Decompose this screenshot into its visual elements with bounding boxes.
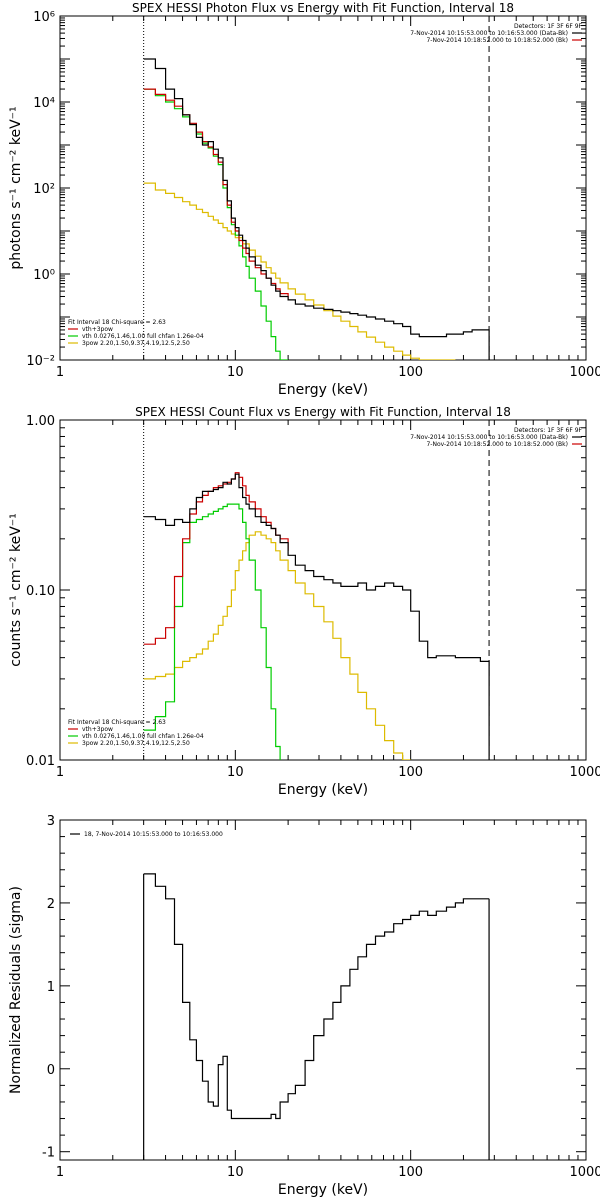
legend-top-left: 18, 7-Nov-2014 10:15:53.000 to 10:16:53.… bbox=[70, 831, 223, 838]
legend-top-right: Detectors: 1F 3F 6F 9F7-Nov-2014 10:15:5… bbox=[410, 23, 582, 44]
legend-entry: 7-Nov-2014 10:18:52.000 to 10:18:52.000 … bbox=[426, 37, 568, 44]
y-axis-label: photons s⁻¹ cm⁻² keV⁻¹ bbox=[8, 106, 24, 269]
x-tick-label: 1 bbox=[56, 365, 64, 380]
y-tick-label: 10⁶ bbox=[33, 10, 55, 25]
chart-title: SPEX HESSI Count Flux vs Energy with Fit… bbox=[135, 405, 511, 419]
legend-entry: vth+3pow bbox=[82, 726, 113, 733]
y-tick-label: 10⁴ bbox=[33, 96, 55, 111]
x-tick-label: 1 bbox=[56, 1165, 64, 1180]
legend-entry: 3pow 2.20,1.50,9.37,4.19,12.5,2.50 bbox=[82, 740, 190, 747]
legend-entry: 3pow 2.20,1.50,9.37,4.19,12.5,2.50 bbox=[82, 340, 190, 347]
legend-entry: 7-Nov-2014 10:18:52.000 to 10:18:52.000 … bbox=[426, 441, 568, 448]
series-3pow bbox=[143, 182, 456, 360]
x-tick-label: 1 bbox=[56, 765, 64, 780]
series-group bbox=[143, 873, 490, 1160]
legend-bottom-left: Fit Interval 18 Chi-square = 2.63vth+3po… bbox=[68, 719, 204, 747]
plot-frame bbox=[59, 819, 587, 1161]
y-tick-label: -1 bbox=[42, 1146, 55, 1161]
x-tick-label: 100 bbox=[398, 765, 423, 780]
series-group bbox=[143, 58, 490, 360]
panel-2: SPEX HESSI Count Flux vs Energy with Fit… bbox=[8, 405, 600, 798]
series-group bbox=[143, 472, 490, 760]
y-axis-label: Normalized Residuals (sigma) bbox=[8, 886, 24, 1094]
y-tick-label: 0 bbox=[47, 1063, 55, 1078]
y-tick-label: 0.10 bbox=[26, 584, 55, 599]
series-vth bbox=[143, 88, 289, 360]
series-vth-3pow bbox=[143, 472, 289, 645]
legend-entry: 7-Nov-2014 10:15:53.000 to 10:16:53.000 … bbox=[410, 434, 568, 441]
plot-frame bbox=[59, 419, 587, 761]
y-tick-label: 10² bbox=[33, 182, 55, 197]
y-axis-label: counts s⁻¹ cm⁻² keV⁻¹ bbox=[8, 513, 24, 667]
y-tick-label: 1.00 bbox=[26, 414, 55, 429]
x-axis-label: Energy (keV) bbox=[278, 382, 368, 398]
y-tick-label: 10⁰ bbox=[33, 268, 55, 283]
series-3pow bbox=[143, 531, 411, 760]
y-tick-label: 2 bbox=[47, 897, 55, 912]
x-tick-label: 10 bbox=[227, 765, 244, 780]
y-tick-label: 1 bbox=[47, 980, 55, 995]
legend-header: Detectors: 1F 3F 6F 9F bbox=[514, 23, 583, 30]
y-tick-label: 10⁻² bbox=[26, 354, 55, 369]
series-data-bk bbox=[143, 58, 490, 360]
x-tick-label: 100 bbox=[398, 1165, 423, 1180]
x-tick-label: 100 bbox=[398, 365, 423, 380]
legend-bottom-left: Fit Interval 18 Chi-square = 2.63vth+3po… bbox=[68, 319, 204, 347]
legend-top-right: Detectors: 1F 3F 6F 9F7-Nov-2014 10:15:5… bbox=[410, 427, 582, 448]
x-tick-label: 1000 bbox=[569, 765, 600, 780]
x-tick-label: 10 bbox=[227, 1165, 244, 1180]
legend-header: Detectors: 1F 3F 6F 9F bbox=[514, 427, 583, 434]
series-data-bk bbox=[143, 473, 490, 760]
chart-title: SPEX HESSI Photon Flux vs Energy with Fi… bbox=[132, 1, 514, 15]
legend-entry: 7-Nov-2014 10:15:53.000 to 10:16:53.000 … bbox=[410, 30, 568, 37]
legend-entry: vth 0.0276,1.46,1.00 full chfan 1.26e-04 bbox=[82, 733, 204, 740]
x-tick-label: 10 bbox=[227, 365, 244, 380]
series-18-7-nov-2014-10-15-53-000-to-10-16-53-000 bbox=[143, 873, 490, 1120]
legend-entry: vth+3pow bbox=[82, 326, 113, 333]
x-axis-label: Energy (keV) bbox=[278, 1182, 368, 1198]
x-tick-label: 1000 bbox=[569, 1165, 600, 1180]
panel-3: 1 10 100 1000 -1 0 1 2 3 Energy (keV) Normalized R… bbox=[8, 814, 600, 1198]
legend-entry: vth 0.0276,1.46,1.00 full chfan 1.26e-04 bbox=[82, 333, 204, 340]
y-tick-label: 0.01 bbox=[26, 754, 55, 769]
panel-1: SPEX HESSI Photon Flux vs Energy with Fi… bbox=[8, 1, 600, 398]
x-axis-label: Energy (keV) bbox=[278, 782, 368, 798]
legend-entry: 18, 7-Nov-2014 10:15:53.000 to 10:16:53.… bbox=[84, 831, 223, 838]
x-tick-label: 1000 bbox=[569, 365, 600, 380]
legend-header: Fit Interval 18 Chi-square = 2.63 bbox=[68, 319, 166, 326]
y-tick-label: 3 bbox=[47, 814, 55, 829]
legend-header: Fit Interval 18 Chi-square = 2.63 bbox=[68, 719, 166, 726]
